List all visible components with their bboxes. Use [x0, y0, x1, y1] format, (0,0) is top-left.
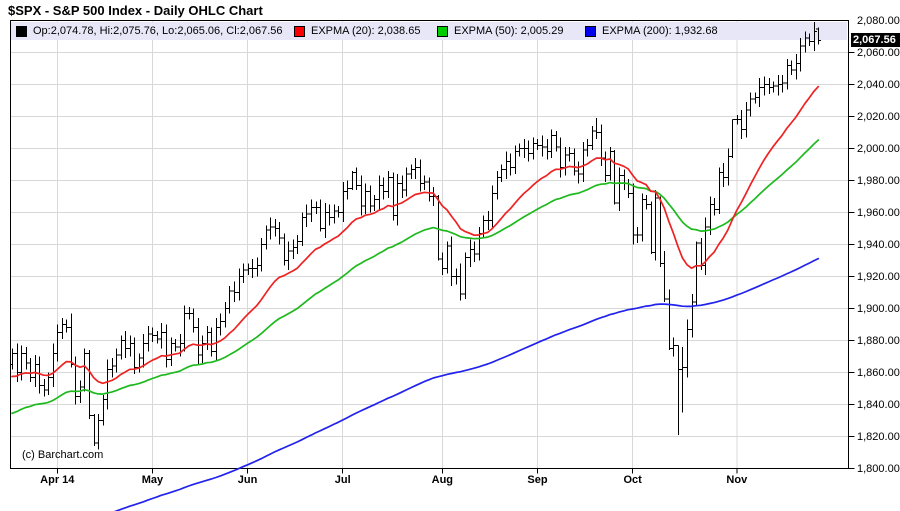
x-axis-label: May	[141, 474, 164, 486]
ema20-line	[11, 85, 820, 385]
ema-lines	[11, 85, 820, 511]
y-axis-label: 1,840.00	[857, 398, 900, 411]
x-axis-label: Sep	[527, 474, 548, 486]
ema50-line	[11, 139, 820, 415]
y-axis-label: 2,080.00	[857, 14, 900, 27]
ohlc-bars-path	[10, 22, 821, 450]
legend-band	[11, 22, 847, 40]
y-axis-label: 2,000.00	[857, 142, 900, 155]
x-axis-label: Oct	[623, 474, 642, 486]
chart-title: $SPX - S&P 500 Index - Daily OHLC Chart	[8, 3, 263, 18]
y-axis-label: 1,800.00	[857, 462, 900, 475]
y-axis-label: 1,900.00	[857, 302, 900, 315]
y-axis-label: 1,820.00	[857, 430, 900, 443]
grid-lines	[10, 20, 849, 469]
y-axis-label: 1,920.00	[857, 270, 900, 283]
x-axis-label: Nov	[726, 474, 748, 486]
last-price-badge: 2,067.56	[851, 33, 900, 47]
copyright-watermark: (c) Barchart.com	[22, 449, 104, 461]
y-axis-label: 2,020.00	[857, 110, 900, 123]
x-axis-label: Jul	[334, 474, 351, 486]
x-axis-label: Jun	[237, 474, 258, 486]
y-axis-label: 1,880.00	[857, 334, 900, 347]
axis-ticks	[56, 52, 855, 474]
y-axis-label: 1,960.00	[857, 206, 900, 219]
x-axis-label: Aug	[431, 474, 454, 486]
y-axis-label: 1,860.00	[857, 366, 900, 379]
y-axis-label: 1,980.00	[857, 174, 900, 187]
ohlc-bars	[10, 22, 821, 450]
legend-band-rect	[11, 22, 847, 40]
y-axis-label: 1,940.00	[857, 238, 900, 251]
y-axis-label: 2,040.00	[857, 78, 900, 91]
x-axis-label: Apr 14	[40, 474, 75, 486]
ema200-line	[113, 257, 820, 511]
y-axis-label: 2,060.00	[857, 46, 900, 59]
